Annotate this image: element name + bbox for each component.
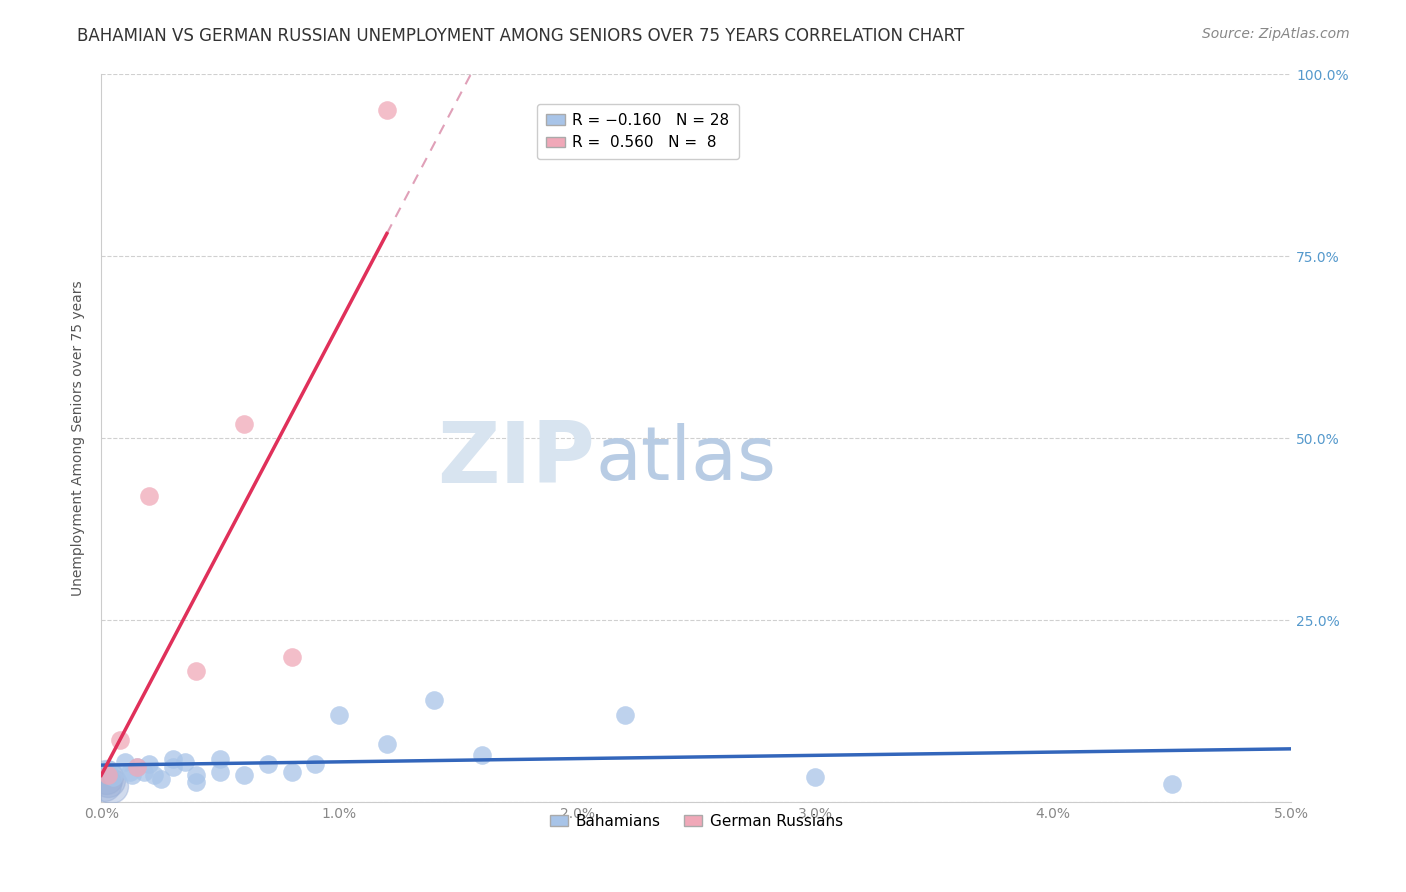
Y-axis label: Unemployment Among Seniors over 75 years: Unemployment Among Seniors over 75 years	[72, 280, 86, 596]
Point	[423, 693, 446, 707]
Point	[94, 770, 117, 784]
Point	[186, 664, 208, 678]
Point	[209, 764, 232, 779]
Text: ZIP: ZIP	[437, 418, 595, 501]
Point	[138, 757, 160, 772]
Point	[97, 767, 120, 781]
Point	[233, 767, 256, 781]
Point	[100, 779, 122, 793]
Point	[121, 767, 143, 781]
Point	[471, 747, 494, 762]
Text: Source: ZipAtlas.com: Source: ZipAtlas.com	[1202, 27, 1350, 41]
Point	[304, 757, 326, 772]
Point	[132, 764, 155, 779]
Legend: Bahamians, German Russians: Bahamians, German Russians	[544, 807, 849, 835]
Point	[186, 767, 208, 781]
Point	[162, 760, 184, 774]
Point	[162, 751, 184, 765]
Point	[125, 760, 148, 774]
Point	[280, 764, 302, 779]
Point	[173, 755, 195, 769]
Point	[110, 733, 132, 747]
Text: atlas: atlas	[595, 424, 776, 497]
Point	[209, 751, 232, 765]
Point	[142, 767, 165, 781]
Point	[613, 707, 636, 722]
Point	[233, 417, 256, 431]
Point	[97, 773, 120, 788]
Point	[138, 490, 160, 504]
Point	[97, 763, 120, 777]
Point	[101, 770, 124, 784]
Point	[186, 775, 208, 789]
Point	[93, 777, 115, 791]
Point	[149, 772, 172, 786]
Point	[375, 103, 398, 118]
Point	[375, 737, 398, 751]
Point	[256, 757, 278, 772]
Text: BAHAMIAN VS GERMAN RUSSIAN UNEMPLOYMENT AMONG SENIORS OVER 75 YEARS CORRELATION : BAHAMIAN VS GERMAN RUSSIAN UNEMPLOYMENT …	[77, 27, 965, 45]
Point	[804, 770, 827, 784]
Point	[1161, 777, 1184, 791]
Point	[114, 755, 136, 769]
Point	[328, 707, 350, 722]
Point	[125, 760, 148, 774]
Point	[280, 649, 302, 664]
Point	[118, 764, 141, 779]
